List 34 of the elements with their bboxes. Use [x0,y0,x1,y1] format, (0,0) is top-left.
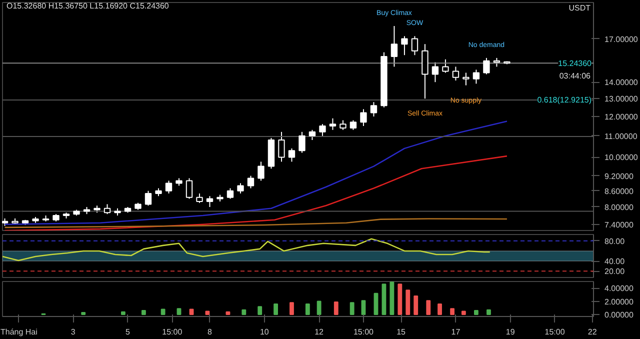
y-tick-label: 13.00000 [604,94,638,104]
y-tick-label: 17.00000 [604,34,638,44]
y-tick-label: 40.00 [604,257,626,266]
y-tick-label: 20.00 [604,267,626,276]
x-tick-label: 10 [260,328,270,336]
x-tick-label: 3 [70,328,76,336]
x-tick-label: 15 [396,328,406,336]
annotation: 03:44:06 [559,72,592,81]
y-tick-label: 8.00000 [604,202,634,212]
x-tick-label: 12 [314,328,324,336]
x-tick-label: 15:00 [162,328,183,336]
y-tick-label: 4.00000 [604,284,634,294]
y-tick-label: 0.00000 [604,310,634,320]
x-tick-label: 8 [208,328,213,336]
x-tick-label: 22 [588,328,598,336]
x-tick-label: Tháng Hai [0,328,38,336]
x-tick-label: 15:00 [544,328,566,336]
x-tick-label: 19 [506,328,516,336]
y-tick-label: 12.00000 [604,112,638,122]
y-tick-label: 2.00000 [604,297,634,306]
y-tick-label: 14.00000 [604,78,638,88]
y-tick-label: 11.00000 [604,132,638,141]
y-tick-label: 80.00 [604,236,626,246]
ref-line-label: 15.24360 [558,59,592,68]
y-tick-label: 9.20000 [604,172,634,181]
x-tick-label: 5 [126,328,131,336]
x-tick-label: 17 [451,328,461,336]
x-tick-label: 15:00 [353,328,374,336]
y-tick-label: 7.40000 [604,220,634,230]
y-tick-label: 8.60000 [604,186,634,196]
annotation: O15.32680 H15.36750 L15.16920 C15.24360 [6,2,170,10]
ref-line-label: 0.618(12.9215) [537,95,592,104]
annotation: USDT [568,4,591,12]
y-tick-label: 10.00000 [604,153,638,162]
